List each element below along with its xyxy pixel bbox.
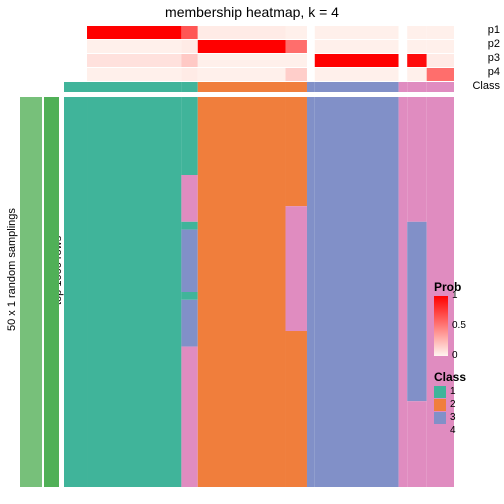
class-legend: Class 1234 (434, 370, 494, 438)
heatmap-canvas (0, 0, 504, 504)
prob-legend: Prob 10.50 (434, 280, 494, 356)
